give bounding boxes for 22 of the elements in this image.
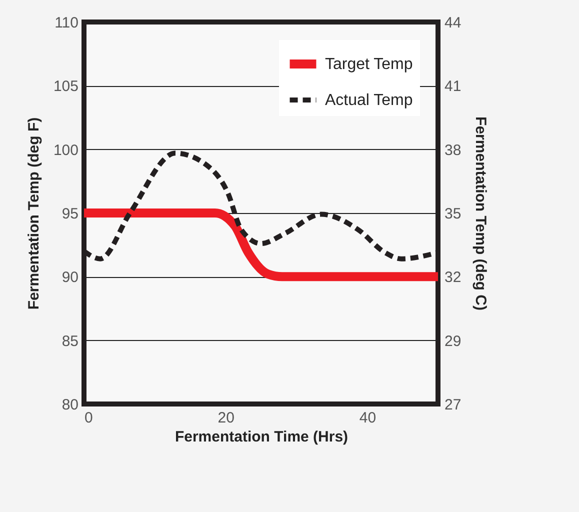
- y2-tick-label: 27: [444, 396, 462, 414]
- y-tick-label: 110: [54, 14, 78, 32]
- y-tick-label: 105: [53, 78, 78, 96]
- legend-label: Target Temp: [325, 56, 413, 73]
- y-tick-label: 80: [62, 396, 78, 414]
- y2-tick-label: 38: [444, 142, 462, 159]
- y2-tick-label: 35: [444, 206, 462, 222]
- x-tick-label: 20: [218, 410, 234, 426]
- y2-tick-label: 29: [444, 332, 462, 350]
- y-tick-label: 100: [53, 142, 78, 159]
- x-tick-label: 40: [359, 410, 376, 426]
- x-axis-title: Fermentation Time (Hrs): [174, 428, 348, 446]
- legend-label: Actual Temp: [325, 92, 413, 109]
- y-tick-label: 90: [62, 269, 78, 286]
- y2-tick-label: 32: [444, 269, 462, 286]
- y-tick-label: 95: [62, 206, 78, 222]
- y2-tick-label: 41: [444, 78, 462, 96]
- y-axis-title: Fermentation Temp (deg F): [25, 117, 42, 310]
- y2-axis-title: Fermentation Temp (deg C): [472, 116, 490, 310]
- x-tick-label: 0: [84, 410, 93, 426]
- y-tick-label: 85: [62, 332, 78, 350]
- y2-tick-label: 44: [444, 14, 462, 32]
